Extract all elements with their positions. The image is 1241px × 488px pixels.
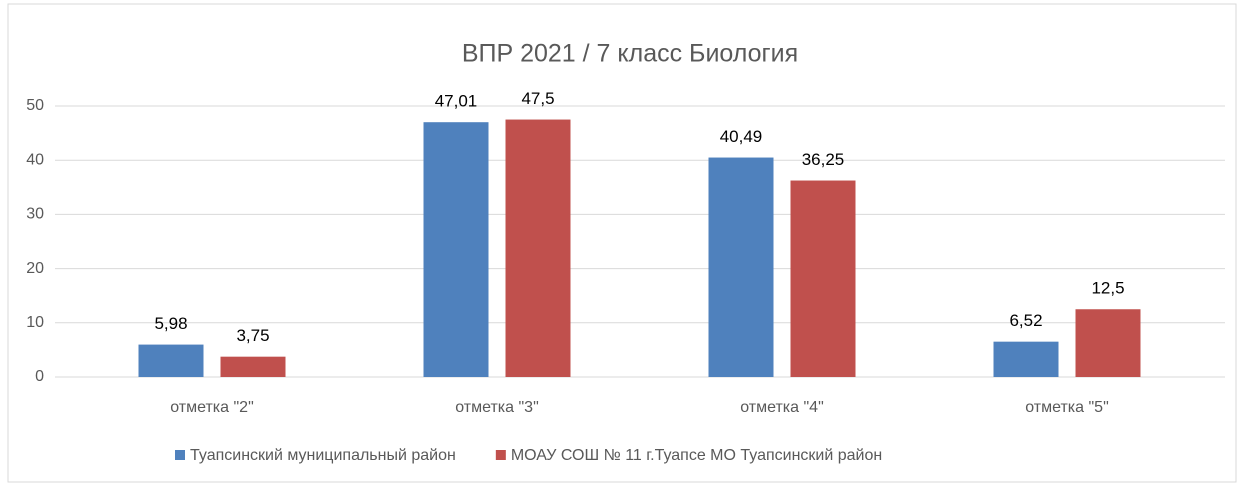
chart-frame [7, 3, 1237, 483]
bar [790, 180, 856, 377]
x-tick-label: отметка "2" [170, 399, 254, 416]
y-tick-label: 30 [26, 206, 44, 223]
bar [505, 119, 571, 378]
data-label: 40,49 [720, 127, 763, 146]
data-label: 6,52 [1009, 311, 1042, 330]
data-label: 47,01 [435, 92, 478, 111]
x-tick-label: отметка "4" [740, 399, 824, 416]
bar [138, 344, 204, 377]
x-tick-label: отметка "5" [1025, 399, 1109, 416]
legend-swatch [175, 450, 185, 460]
bar [993, 341, 1059, 377]
data-label: 3,75 [236, 326, 269, 345]
bar [1075, 309, 1141, 377]
chart-title: ВПР 2021 / 7 класс Биология [462, 40, 798, 68]
bar [220, 356, 286, 377]
y-tick-label: 10 [26, 314, 44, 331]
data-label: 12,5 [1091, 279, 1124, 298]
legend-label: Туапсинский муниципальный район [190, 447, 456, 464]
y-tick-label: 0 [35, 368, 44, 385]
data-label: 36,25 [802, 150, 845, 169]
legend-swatch [495, 450, 506, 460]
y-tick-label: 50 [26, 97, 44, 114]
data-label: 47,5 [521, 89, 554, 108]
bar [423, 122, 489, 377]
bar [708, 157, 774, 377]
y-tick-label: 40 [26, 151, 44, 168]
data-label: 5,98 [154, 314, 187, 333]
x-tick-label: отметка "3" [455, 399, 539, 416]
y-tick-label: 20 [26, 260, 44, 277]
legend-label: МОАУ СОШ № 11 г.Туапсе МО Туапсинский ра… [511, 447, 882, 464]
